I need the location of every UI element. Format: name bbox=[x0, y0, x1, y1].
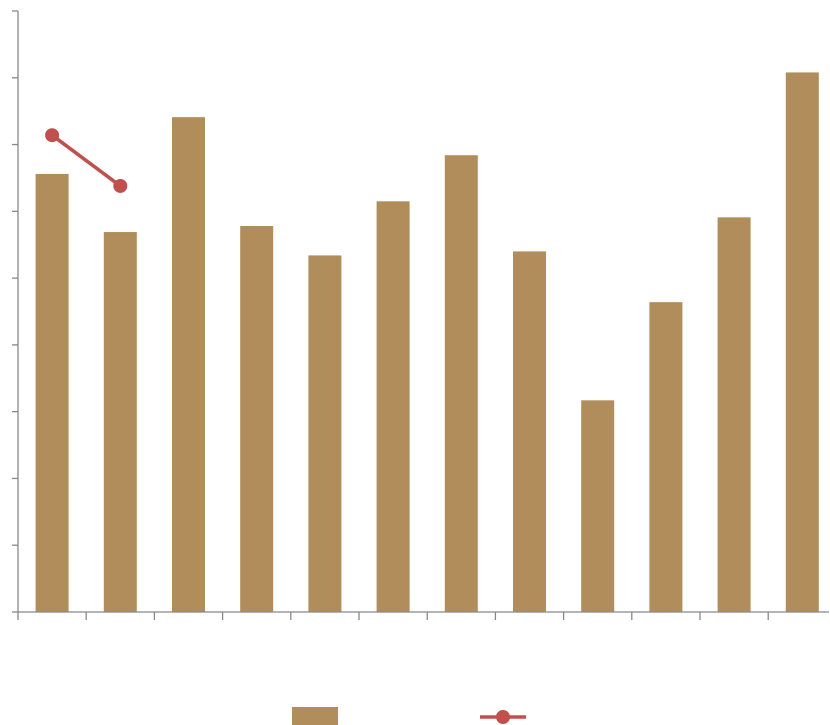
bar bbox=[444, 155, 478, 613]
bar bbox=[649, 302, 683, 612]
bar bbox=[172, 117, 205, 612]
legend-marker bbox=[496, 710, 510, 724]
bar bbox=[308, 255, 342, 612]
legend-swatch bbox=[292, 707, 338, 725]
bar bbox=[240, 226, 274, 612]
line-marker bbox=[113, 178, 128, 193]
bar bbox=[103, 232, 137, 613]
bar bbox=[376, 201, 410, 613]
bar bbox=[581, 400, 615, 612]
bar bbox=[717, 217, 751, 613]
bar bbox=[785, 72, 819, 613]
bar bbox=[513, 251, 546, 612]
bar bbox=[35, 173, 69, 612]
line-marker bbox=[45, 128, 60, 143]
line bbox=[51, 133, 122, 188]
